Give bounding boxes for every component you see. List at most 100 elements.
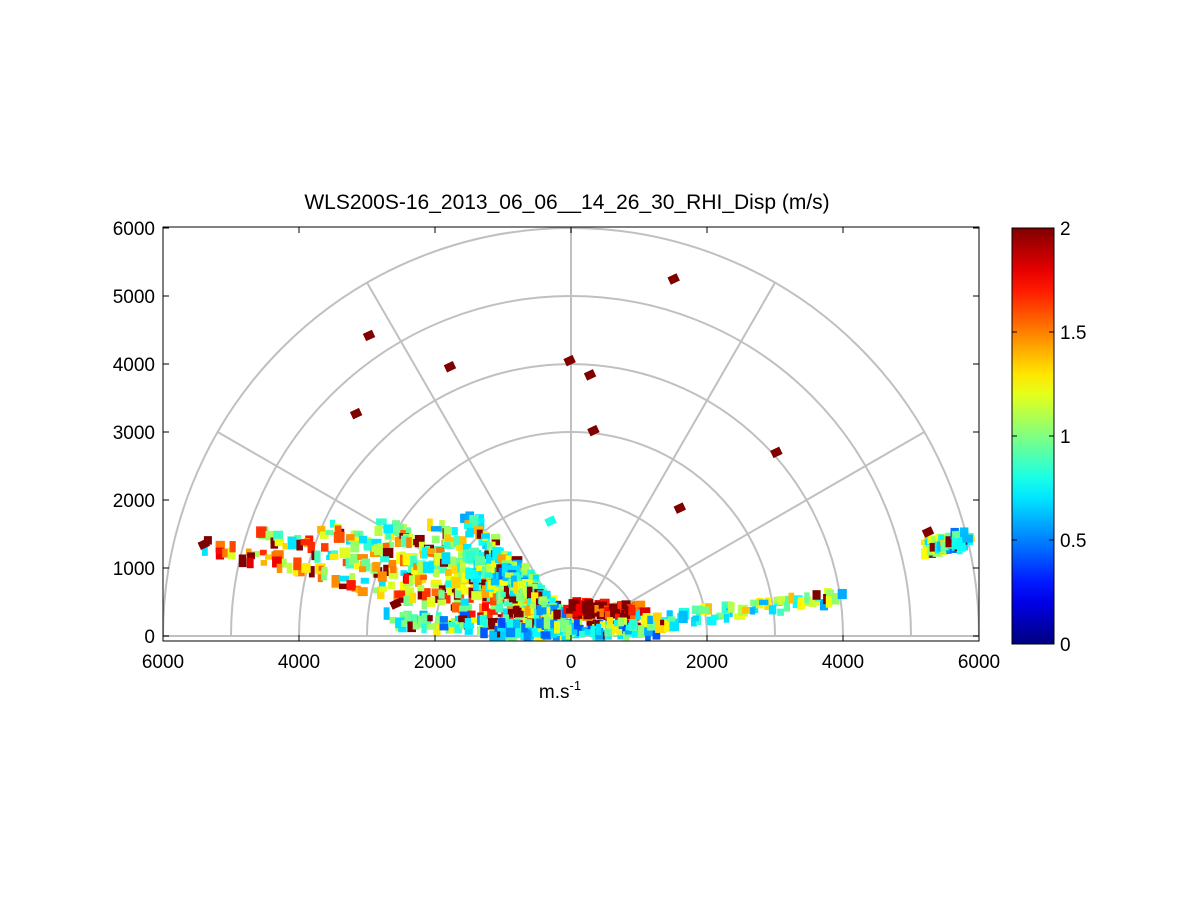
x-tick-label: 4000 [278, 652, 320, 673]
data-cell [363, 538, 375, 551]
data-cell [453, 535, 460, 547]
data-cell [825, 596, 833, 608]
data-cell [403, 559, 412, 566]
data-cell [477, 615, 483, 625]
data-cell [229, 541, 236, 553]
data-cell [514, 606, 524, 618]
data-cell [496, 554, 508, 561]
data-cell [422, 588, 431, 601]
data-cell [520, 631, 526, 641]
data-cell [451, 565, 459, 574]
data-cell [474, 584, 485, 591]
colorbar-tick-label: 2 [1060, 219, 1071, 240]
data-cell [329, 519, 336, 528]
data-cell [832, 592, 840, 605]
x-tick-label: 4000 [822, 652, 864, 673]
data-cell [533, 583, 543, 590]
data-cell [443, 593, 451, 604]
data-cell [678, 610, 688, 624]
data-cell [750, 599, 759, 607]
data-cell [527, 569, 535, 579]
data-cell [400, 570, 408, 576]
data-cell [358, 566, 367, 573]
data-cell [727, 601, 735, 613]
data-cell [710, 614, 719, 621]
data-cell [466, 527, 475, 535]
data-cell [505, 555, 511, 561]
data-cell [439, 520, 445, 526]
data-cell [222, 548, 229, 558]
data-cell [691, 605, 703, 615]
data-cell [502, 614, 510, 627]
data-cell [460, 513, 468, 523]
data-cell [394, 536, 402, 548]
data-cell [536, 604, 547, 616]
data-cell [509, 593, 518, 603]
data-cell [449, 537, 458, 543]
data-cell [353, 530, 364, 538]
data-cell [617, 632, 624, 640]
data-cell [488, 608, 498, 615]
data-cell [540, 631, 551, 639]
data-point [770, 446, 783, 459]
data-cell [525, 619, 533, 628]
data-cell [439, 616, 448, 623]
data-cell [393, 523, 404, 536]
data-cell [523, 629, 531, 641]
data-cell [501, 550, 508, 557]
data-cell [375, 518, 387, 525]
data-cell [476, 564, 487, 571]
data-cell [453, 596, 463, 605]
data-cell [503, 584, 510, 594]
data-cell [448, 626, 455, 634]
data-cell [427, 615, 433, 622]
data-cell [647, 618, 658, 631]
data-cell [578, 630, 585, 638]
data-cell [664, 619, 675, 633]
y-tick-label: 2000 [113, 491, 155, 512]
data-cell [532, 627, 543, 638]
data-cell [383, 524, 394, 534]
x-axis-label: m.s-1 [539, 678, 581, 703]
data-cell [201, 546, 208, 556]
data-cell [500, 591, 506, 598]
data-cell [809, 599, 817, 608]
data-cell [438, 590, 445, 599]
data-cell [338, 575, 350, 582]
data-cell [404, 587, 415, 598]
colorbar-tick-label: 0 [1060, 635, 1071, 656]
data-cell [575, 606, 585, 616]
data-cell [286, 562, 293, 574]
data-cell [422, 561, 434, 573]
data-cell [468, 594, 474, 603]
data-cell [451, 617, 461, 628]
data-point [197, 538, 211, 550]
data-cell [484, 572, 494, 578]
data-point [389, 598, 402, 610]
data-cell [361, 558, 371, 572]
data-cell [451, 576, 461, 589]
data-cell [503, 590, 511, 599]
y-tick-label: 5000 [113, 287, 155, 308]
data-cell [334, 525, 342, 537]
data-cell [624, 627, 632, 635]
data-cell [628, 604, 636, 616]
data-cell [804, 592, 810, 604]
data-cell [554, 621, 561, 634]
data-cell [489, 586, 499, 598]
data-point [362, 329, 376, 342]
data-cell [426, 623, 437, 630]
data-cell [260, 560, 268, 566]
data-cell [568, 605, 578, 611]
data-cell [513, 619, 521, 632]
y-tick-label: 6000 [113, 219, 155, 240]
data-cell [256, 526, 267, 538]
data-cell [401, 620, 407, 627]
colorbar-tick-label: 0.5 [1060, 531, 1086, 552]
data-cell [377, 586, 385, 600]
data-cell [388, 560, 397, 571]
data-cell [383, 607, 390, 620]
data-cell [441, 552, 451, 565]
data-cell [433, 622, 441, 636]
data-cell [456, 544, 466, 551]
